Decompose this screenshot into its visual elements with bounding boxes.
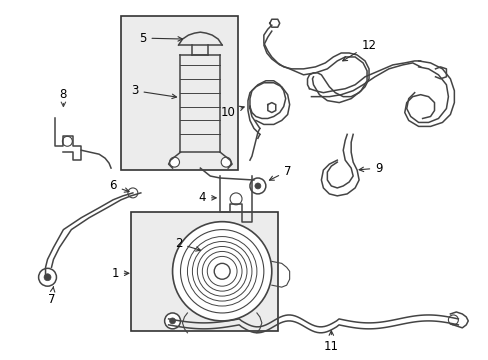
Circle shape xyxy=(447,315,457,325)
Circle shape xyxy=(230,193,242,205)
Text: 11: 11 xyxy=(323,331,338,353)
Circle shape xyxy=(62,136,72,146)
Circle shape xyxy=(254,183,260,189)
Circle shape xyxy=(249,178,265,194)
Circle shape xyxy=(39,268,56,286)
FancyBboxPatch shape xyxy=(121,16,238,170)
Circle shape xyxy=(172,222,271,321)
Circle shape xyxy=(164,313,180,329)
Text: 5: 5 xyxy=(139,32,182,45)
Text: 4: 4 xyxy=(198,192,216,204)
Text: 7: 7 xyxy=(48,287,55,306)
Text: 8: 8 xyxy=(60,88,67,101)
Text: 12: 12 xyxy=(342,39,376,61)
Text: 9: 9 xyxy=(358,162,382,175)
Text: 2: 2 xyxy=(174,237,200,251)
Circle shape xyxy=(169,318,175,324)
Text: 3: 3 xyxy=(131,84,176,99)
Circle shape xyxy=(169,157,179,167)
Text: 7: 7 xyxy=(269,165,291,180)
Circle shape xyxy=(44,274,51,281)
Circle shape xyxy=(214,264,230,279)
Text: 10: 10 xyxy=(220,106,244,119)
Circle shape xyxy=(221,157,231,167)
Circle shape xyxy=(128,188,138,198)
Text: 6: 6 xyxy=(109,179,129,193)
Text: 1: 1 xyxy=(111,267,128,280)
FancyBboxPatch shape xyxy=(131,212,277,331)
